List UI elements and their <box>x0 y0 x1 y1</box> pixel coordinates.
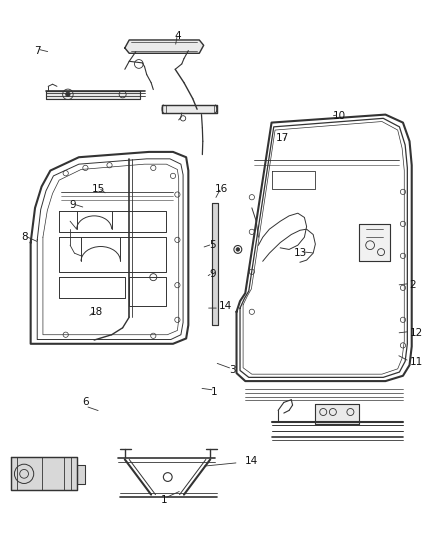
Polygon shape <box>77 465 85 484</box>
Text: 3: 3 <box>229 366 236 375</box>
Text: 6: 6 <box>82 398 89 407</box>
Text: 14: 14 <box>219 302 232 311</box>
Text: 14: 14 <box>245 456 258 466</box>
Text: 17: 17 <box>276 133 289 142</box>
Text: 9: 9 <box>209 270 216 279</box>
Text: 4: 4 <box>174 31 181 41</box>
Text: 5: 5 <box>209 240 216 250</box>
Text: 16: 16 <box>215 184 228 194</box>
Text: 1: 1 <box>211 387 218 397</box>
Polygon shape <box>315 404 359 424</box>
Text: 1: 1 <box>161 495 168 505</box>
Text: 2: 2 <box>410 280 416 290</box>
Circle shape <box>236 248 240 251</box>
Text: 10: 10 <box>333 111 346 121</box>
Text: 15: 15 <box>92 184 105 194</box>
Polygon shape <box>212 203 218 325</box>
Text: 12: 12 <box>410 328 423 338</box>
Text: 13: 13 <box>293 248 307 258</box>
Text: 7: 7 <box>34 46 41 55</box>
Text: 18: 18 <box>90 307 103 317</box>
Polygon shape <box>359 224 390 261</box>
Polygon shape <box>11 457 77 490</box>
Polygon shape <box>46 91 140 99</box>
Polygon shape <box>162 105 217 113</box>
Text: 9: 9 <box>69 200 76 210</box>
Text: 11: 11 <box>410 358 423 367</box>
Polygon shape <box>125 40 204 53</box>
Circle shape <box>66 92 70 96</box>
Text: 8: 8 <box>21 232 28 242</box>
